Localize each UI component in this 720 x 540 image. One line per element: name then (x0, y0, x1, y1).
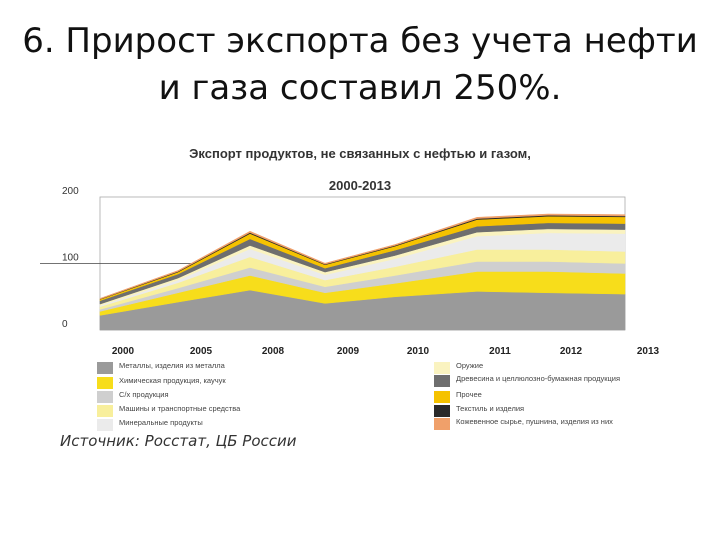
legend-item: Древесина и целлюлозно-бумажная продукци… (434, 375, 634, 387)
legend-swatch (434, 391, 450, 403)
legend-label: Металлы, изделия из металла (119, 361, 225, 370)
legend-swatch (434, 418, 450, 430)
legend-item: Химическая продукция, каучук (97, 377, 287, 389)
x-tick-label: 2009 (337, 346, 360, 357)
legend-swatch (434, 375, 450, 387)
legend-swatch (434, 362, 450, 374)
legend-label: Прочее (456, 390, 482, 399)
legend-label: Древесина и целлюлозно-бумажная продукци… (456, 374, 621, 383)
legend-label: Оружие (456, 361, 484, 370)
legend-swatch (97, 419, 113, 431)
legend-label: Минеральные продукты (119, 418, 203, 427)
slide-title: 6. Прирост экспорта без учета нефти и га… (0, 18, 720, 112)
legend-item: Текстиль и изделия (434, 405, 634, 417)
slide-title-line1: 6. Прирост экспорта без учета нефти (22, 21, 698, 61)
legend-label: Химическая продукция, каучук (119, 376, 226, 385)
legend-item: С/х продукция (97, 391, 287, 403)
legend-item: Машины и транспортные средства (97, 405, 287, 417)
x-tick-label: 2012 (560, 346, 583, 357)
legend-swatch (97, 405, 113, 417)
x-tick-label: 2011 (489, 346, 511, 357)
y-tick-label: 0 (62, 319, 68, 330)
x-tick-label: 2005 (190, 346, 213, 357)
legend-label: Текстиль и изделия (456, 404, 525, 413)
legend-item: Кожевенное сырье, пушнина, изделия из ни… (434, 418, 634, 430)
y-tick-label: 200 (62, 186, 79, 197)
legend-swatch (434, 405, 450, 417)
legend-swatch (97, 391, 113, 403)
legend-label: Машины и транспортные средства (119, 404, 241, 413)
legend-swatch (97, 377, 113, 389)
legend-item: Металлы, изделия из металла (97, 362, 287, 374)
legend-item: Минеральные продукты (97, 419, 287, 431)
legend-item: Прочее (434, 391, 634, 403)
chart-title: Экспорт продуктов, не связанных с нефтью… (189, 146, 531, 161)
x-tick-label: 2010 (407, 346, 430, 357)
legend-label: Кожевенное сырье, пушнина, изделия из ни… (456, 417, 613, 426)
chart-subtitle: 2000-2013 (328, 178, 392, 193)
y-tick-label: 100 (62, 253, 79, 264)
series-area (99, 213, 626, 300)
source-note: Источник: Росстат, ЦБ России (60, 432, 297, 450)
x-tick-label: 2000 (112, 346, 135, 357)
legend-item: Оружие (434, 362, 634, 374)
legend-swatch (97, 362, 113, 374)
legend-label: С/х продукция (119, 390, 169, 399)
x-tick-label: 2013 (637, 346, 660, 357)
slide-title-line2: и газа составил 250%. (158, 68, 562, 108)
x-tick-label: 2008 (262, 346, 285, 357)
